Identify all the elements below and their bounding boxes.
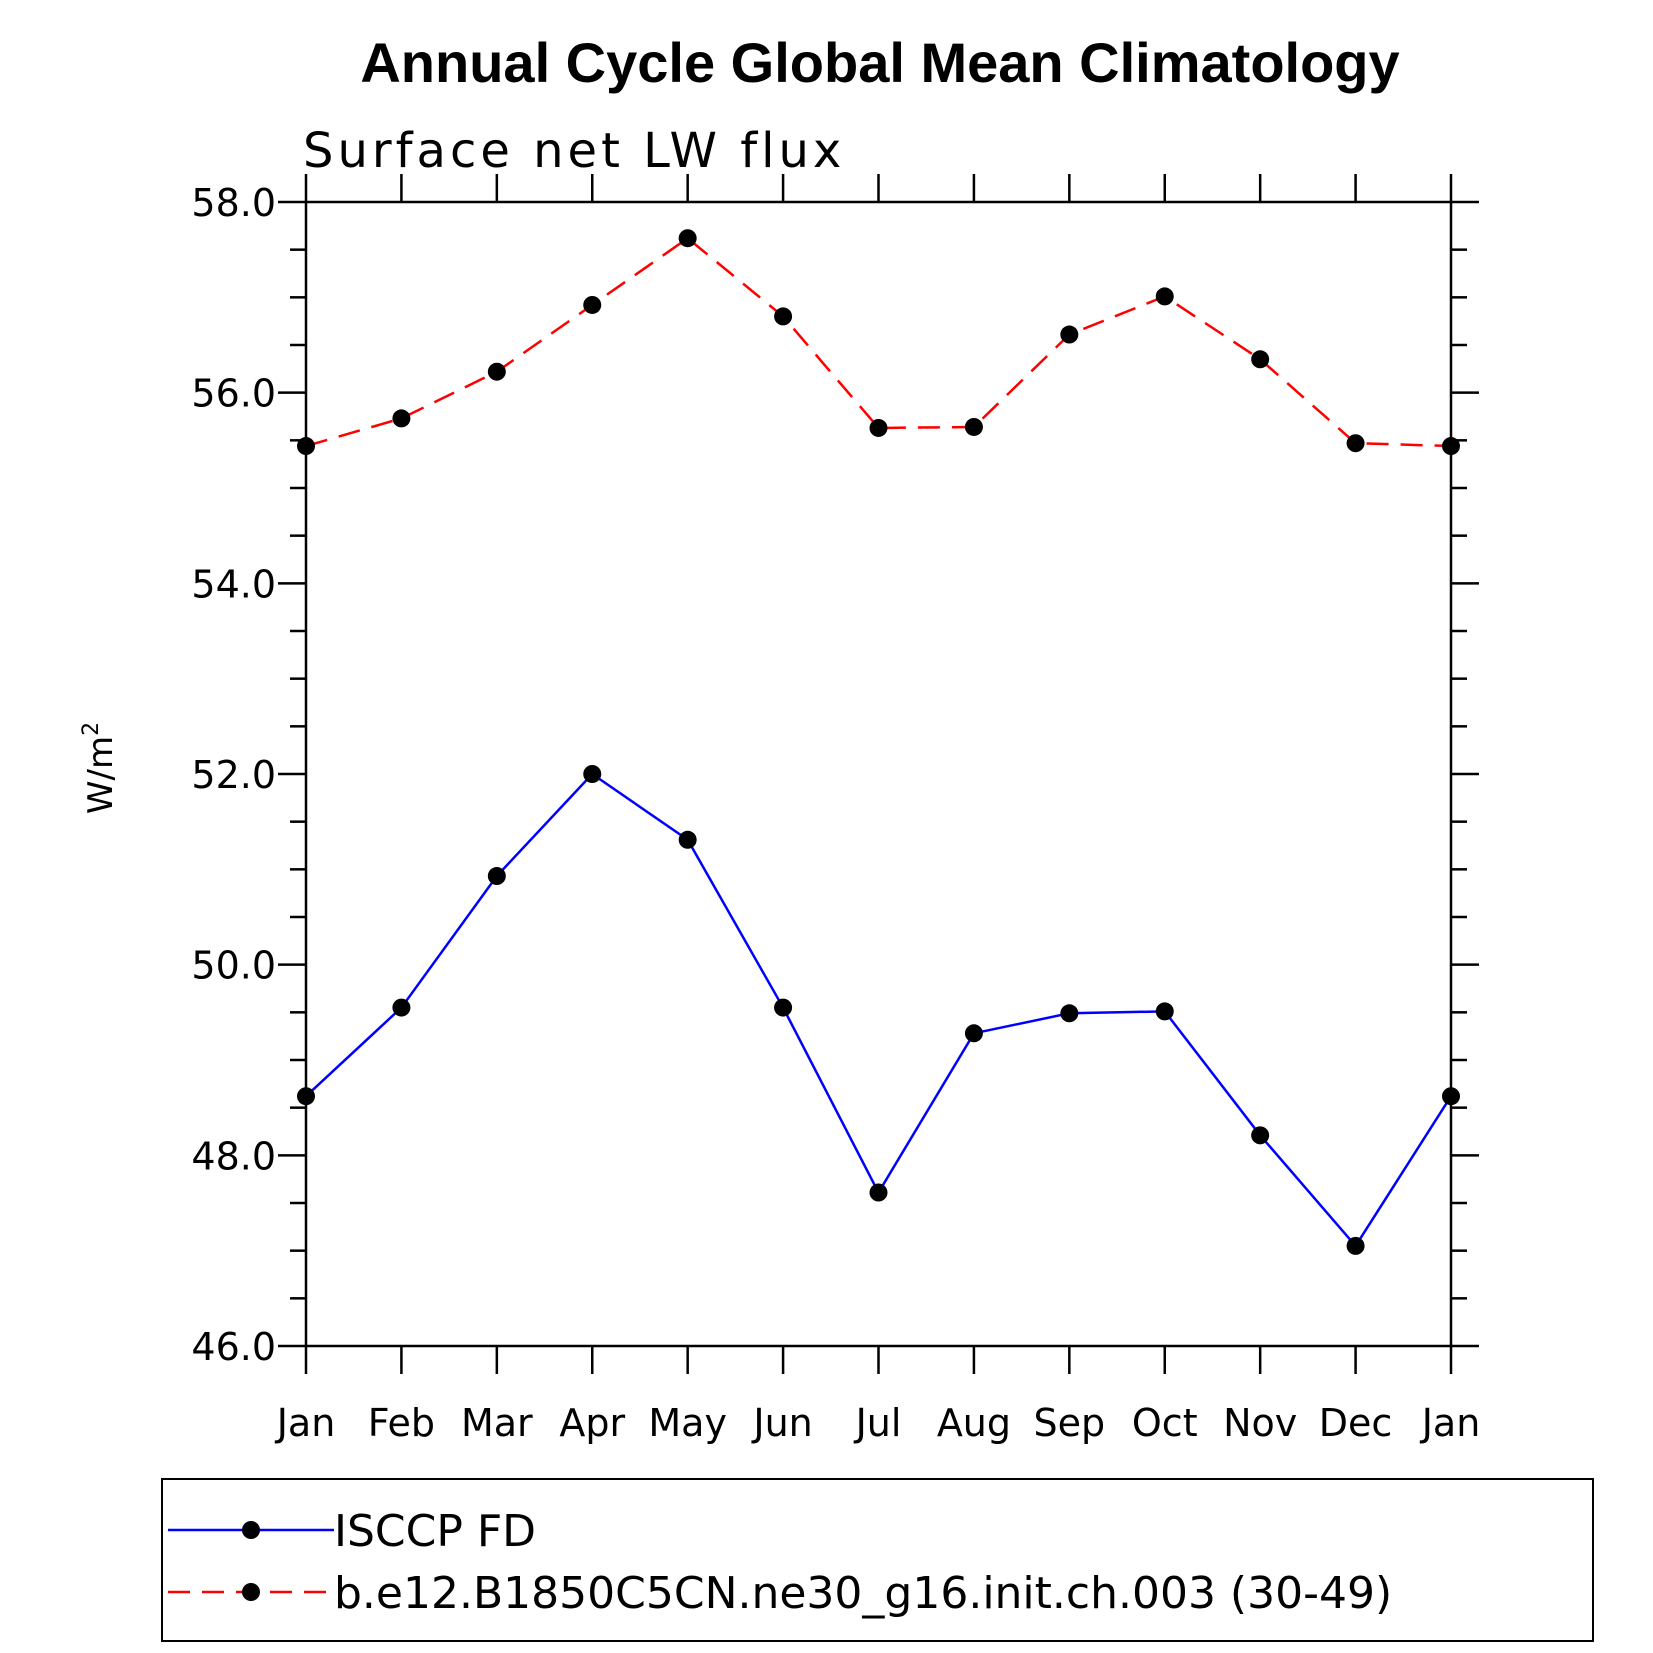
data-point bbox=[1442, 1087, 1460, 1106]
data-point bbox=[1155, 1002, 1174, 1021]
y-tick-label: 52.0 bbox=[191, 753, 276, 797]
data-point bbox=[869, 1183, 888, 1202]
x-tick-label: Apr bbox=[559, 1401, 625, 1445]
data-point bbox=[1346, 1236, 1365, 1255]
x-tick-label: Jul bbox=[854, 1401, 902, 1445]
data-point bbox=[1060, 1004, 1079, 1023]
plot-frame bbox=[304, 200, 1453, 1348]
data-point bbox=[869, 418, 888, 437]
y-tick-label: 56.0 bbox=[191, 372, 276, 416]
data-point bbox=[297, 1087, 315, 1106]
x-tick-label: Feb bbox=[368, 1401, 435, 1445]
y-axis-label-superscript: 2 bbox=[79, 722, 104, 736]
legend: ISCCP FD b.e12.B1850C5CN.ne30_g16.init.ch… bbox=[168, 1506, 1392, 1619]
x-tick-label: Oct bbox=[1132, 1401, 1198, 1445]
data-point bbox=[678, 229, 697, 248]
legend-label: ISCCP FD bbox=[334, 1506, 536, 1557]
data-point bbox=[774, 307, 793, 326]
series-1 bbox=[297, 229, 1460, 456]
y-tick-label: 58.0 bbox=[191, 181, 276, 225]
y-tick-label: 48.0 bbox=[191, 1134, 276, 1178]
data-point bbox=[583, 295, 602, 314]
x-tick-label: Jan bbox=[275, 1401, 336, 1445]
data-point bbox=[583, 765, 602, 783]
data-point bbox=[392, 998, 411, 1017]
data-point bbox=[297, 437, 315, 456]
x-tick-label: Dec bbox=[1319, 1401, 1393, 1445]
data-point bbox=[678, 830, 697, 849]
series-0 bbox=[297, 765, 1460, 1255]
x-tick-label: Sep bbox=[1034, 1401, 1106, 1445]
y-tick-label: 50.0 bbox=[191, 944, 276, 988]
y-tick-label: 54.0 bbox=[191, 562, 276, 606]
data-point bbox=[1155, 287, 1174, 306]
plot-axes: Jan Feb Mar Apr May Jun Jul Aug Sep Oct Nov Dec Jan 4… bbox=[191, 174, 1480, 1445]
data-point bbox=[487, 867, 506, 886]
y-axis-label: W/m2 bbox=[79, 722, 121, 814]
data-point bbox=[1346, 434, 1365, 453]
data-point bbox=[392, 409, 411, 428]
legend-swatch-marker bbox=[242, 1521, 260, 1539]
x-tick-label: Mar bbox=[461, 1401, 533, 1445]
legend-box bbox=[161, 1478, 1594, 1642]
series-line bbox=[305, 236, 1452, 448]
data-point bbox=[964, 417, 983, 436]
data-point bbox=[1060, 325, 1079, 344]
y-axis-label-main: W/m bbox=[81, 736, 121, 814]
x-tick-label: Nov bbox=[1223, 1401, 1297, 1445]
data-point bbox=[1442, 437, 1460, 456]
x-tick-label: Jan bbox=[1420, 1401, 1481, 1445]
x-tick-label: Aug bbox=[937, 1401, 1011, 1445]
plot-series bbox=[297, 229, 1460, 1255]
data-point bbox=[774, 998, 793, 1017]
data-point bbox=[1251, 1126, 1270, 1145]
x-tick-label: Jun bbox=[751, 1401, 812, 1445]
chart-subtitle: Surface net LW flux bbox=[303, 123, 845, 179]
series-line bbox=[305, 772, 1453, 1248]
legend-swatch-marker bbox=[242, 1583, 260, 1601]
chart-title: Annual Cycle Global Mean Climatology bbox=[360, 31, 1399, 94]
data-point bbox=[487, 362, 506, 381]
x-tick-label: May bbox=[648, 1401, 727, 1445]
legend-label: b.e12.B1850C5CN.ne30_g16.init.ch.003 (30… bbox=[334, 1568, 1392, 1619]
data-point bbox=[964, 1024, 983, 1043]
y-tick-label: 46.0 bbox=[191, 1325, 276, 1369]
data-point bbox=[1251, 350, 1270, 369]
